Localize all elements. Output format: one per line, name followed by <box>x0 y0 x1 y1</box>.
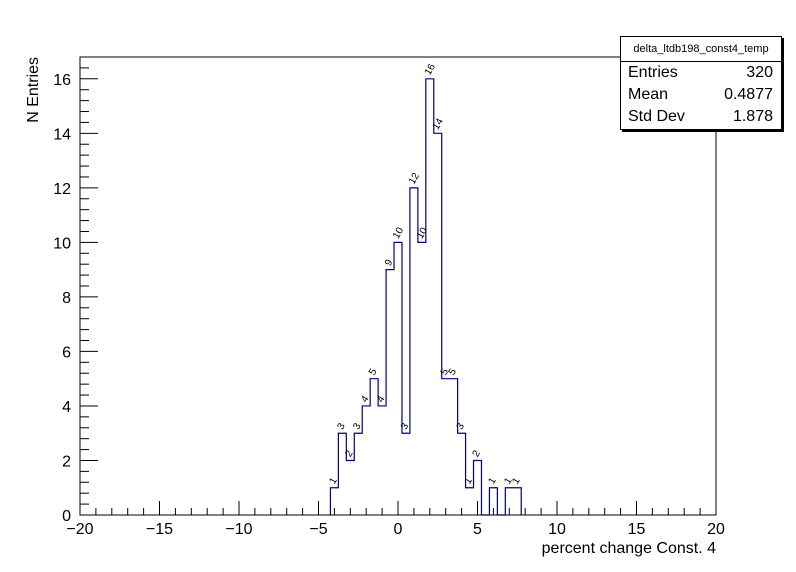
bin-value-label: 2 <box>471 448 484 459</box>
bin-value-label: 3 <box>455 421 468 432</box>
x-axis-label: percent change Const. 4 <box>542 540 716 557</box>
stats-label-stddev: Std Dev <box>628 108 685 125</box>
bin-value-label: 12 <box>407 171 422 187</box>
x-tick-label: −15 <box>146 521 173 538</box>
bin-value-label: 5 <box>367 366 380 377</box>
bin-value-label: 1 <box>486 476 499 487</box>
stats-label-mean: Mean <box>628 86 669 103</box>
y-tick-label: 0 <box>62 508 71 525</box>
stats-row-mean: Mean 0.4877 <box>621 84 781 106</box>
y-tick-label: 10 <box>53 235 71 252</box>
bin-value-label: 14 <box>431 116 446 132</box>
bin-value-label: 2 <box>343 448 356 459</box>
x-tick-label: −20 <box>66 521 93 538</box>
y-tick-label: 4 <box>62 399 71 416</box>
stats-value-mean: 0.4877 <box>724 86 773 103</box>
x-tick-label: 5 <box>473 521 482 538</box>
stats-value-stddev: 1.878 <box>732 108 773 125</box>
stats-label-entries: Entries <box>628 64 678 81</box>
stats-row-entries: Entries 320 <box>621 62 781 84</box>
bin-value-label: 1 <box>463 476 476 487</box>
bin-value-label: 9 <box>383 257 396 268</box>
bin-value-label: 3 <box>335 421 348 432</box>
bin-value-label: 4 <box>375 394 388 405</box>
stats-box: delta_ltdb198_const4_temp Entries 320 Me… <box>620 36 782 130</box>
x-tick-label: −5 <box>309 521 327 538</box>
bin-value-label: 16 <box>423 62 438 78</box>
bin-value-label: 1 <box>502 476 515 487</box>
y-tick-label: 14 <box>53 126 71 143</box>
y-axis-label: N Entries <box>25 57 42 123</box>
y-tick-label: 8 <box>62 290 71 307</box>
x-tick-label: 20 <box>707 521 725 538</box>
x-tick-label: 10 <box>548 521 566 538</box>
x-tick-label: 0 <box>394 521 403 538</box>
y-tick-label: 16 <box>53 72 71 89</box>
bin-value-label: 10 <box>391 225 406 241</box>
stats-row-stddev: Std Dev 1.878 <box>621 106 781 128</box>
bin-value-label: 10 <box>415 225 430 241</box>
bin-value-label: 1 <box>510 476 523 487</box>
stats-title: delta_ltdb198_const4_temp <box>621 37 781 62</box>
histogram-outline <box>329 78 522 516</box>
bin-value-label: 5 <box>447 366 460 377</box>
bin-value-label: 3 <box>399 421 412 432</box>
y-tick-label: 2 <box>62 453 71 470</box>
y-tick-label: 6 <box>62 344 71 361</box>
plot-frame <box>79 56 717 516</box>
y-tick-label: 12 <box>53 181 71 198</box>
bin-value-label: 3 <box>351 421 364 432</box>
x-tick-label: 15 <box>628 521 646 538</box>
stats-value-entries: 320 <box>746 64 773 81</box>
bin-value-label: 5 <box>439 366 452 377</box>
x-tick-label: −10 <box>225 521 252 538</box>
bin-value-label: 4 <box>359 394 372 405</box>
bin-value-label: 1 <box>327 476 340 487</box>
